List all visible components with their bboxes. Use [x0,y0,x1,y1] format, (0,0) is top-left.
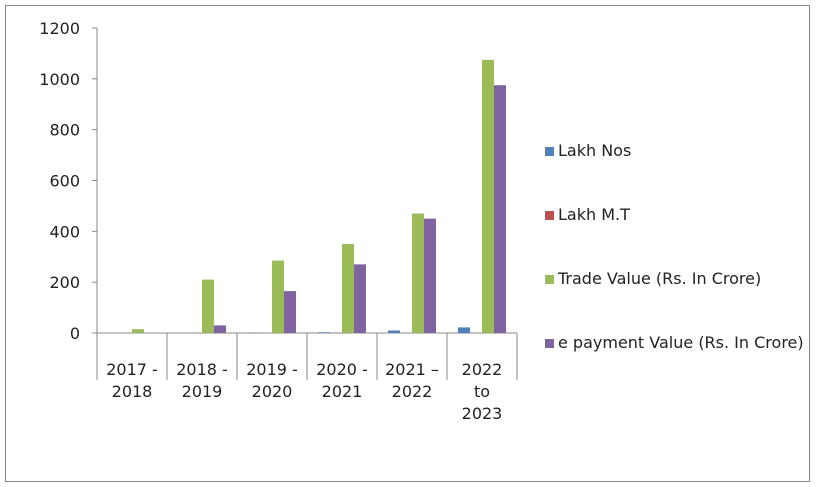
bar [284,291,296,333]
bar [412,213,424,333]
x-tick-label: 2021 – [385,360,439,379]
bar [424,218,436,333]
legend-swatch [545,211,554,220]
legend-label: Lakh M.T [558,205,630,224]
chart-border [5,5,810,482]
x-tick-label: 2020 [252,382,293,401]
bar [354,264,366,333]
y-tick-label: 1200 [39,19,80,38]
legend-entry: Lakh Nos [545,140,810,162]
legend-entry: Lakh M.T [545,204,810,226]
legend-entry: e payment Value (Rs. In Crore) [545,332,810,354]
legend-entry: Trade Value (Rs. In Crore) [545,268,810,290]
y-tick-label: 0 [70,324,80,343]
x-tick-label: 2022 [462,360,503,379]
legend-label: Lakh Nos [558,141,632,160]
bar [342,244,354,333]
bar [202,279,214,333]
x-tick-label: 2023 [462,404,503,423]
x-tick-label: 2018 - [176,360,228,379]
bar [214,325,226,333]
x-tick-label: 2021 [322,382,363,401]
bar [388,330,400,333]
y-tick-label: 400 [49,222,80,241]
legend-label: e payment Value (Rs. In Crore) [558,333,804,352]
legend: Lakh Nos Lakh M.T Trade Value (Rs. In Cror… [545,140,810,396]
x-tick-label: to [474,382,490,401]
bar [482,59,494,333]
x-tick-label: 2018 [112,382,153,401]
y-tick-label: 1000 [39,70,80,89]
x-tick-label: 2020 - [316,360,368,379]
legend-swatch [545,275,554,284]
legend-label: Trade Value (Rs. In Crore) [558,269,762,288]
x-tick-label: 2022 [392,382,433,401]
bar [132,329,144,333]
x-tick-label: 2019 - [246,360,298,379]
y-tick-label: 600 [49,172,80,191]
bar [458,327,470,333]
bar [272,260,284,333]
legend-swatch [545,147,554,156]
bar [494,85,506,333]
legend-swatch [545,339,554,348]
y-tick-label: 200 [49,273,80,292]
x-tick-label: 2019 [182,382,223,401]
y-tick-label: 800 [49,121,80,140]
bar [318,332,330,333]
x-tick-label: 2017 - [106,360,158,379]
